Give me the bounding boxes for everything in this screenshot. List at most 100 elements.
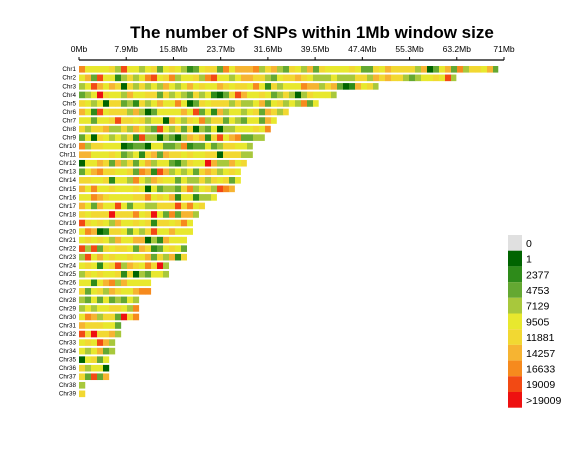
legend-swatch <box>508 297 522 314</box>
snp-window-cell <box>241 66 248 73</box>
snp-window-cell <box>181 219 188 227</box>
snp-window-cell <box>91 228 98 235</box>
snp-window-cell <box>259 91 266 99</box>
snp-window-cell <box>175 83 182 90</box>
snp-window-cell <box>121 194 128 201</box>
snp-window-cell <box>265 74 272 82</box>
snp-window-cell <box>127 74 134 82</box>
snp-window-cell <box>223 168 230 176</box>
snp-window-cell <box>103 151 110 158</box>
snp-window-cell <box>97 296 104 304</box>
snp-window-cell <box>181 134 188 141</box>
snp-window-cell <box>283 66 290 73</box>
x-tick-label: 63.2Mb <box>443 44 472 54</box>
snp-window-cell <box>199 66 206 73</box>
snp-window-cell <box>139 117 146 124</box>
snp-window-cell <box>151 117 158 124</box>
snp-window-cell <box>145 66 152 73</box>
snp-window-cell <box>271 108 278 116</box>
snp-window-cell <box>79 134 86 141</box>
snp-window-cell <box>97 211 104 218</box>
snp-window-cell <box>241 142 248 150</box>
snp-window-cell <box>355 83 362 90</box>
snp-window-cell <box>91 194 98 201</box>
snp-window-cell <box>133 117 140 124</box>
snp-window-cell <box>253 125 260 133</box>
snp-window-cell <box>241 74 248 82</box>
snp-window-cell <box>97 330 104 338</box>
snp-window-cell <box>433 74 440 82</box>
snp-window-cell <box>139 125 146 133</box>
snp-window-cell <box>169 211 176 218</box>
snp-window-cell <box>91 262 98 270</box>
snp-window-cell <box>415 74 422 82</box>
snp-window-cell <box>235 142 242 150</box>
snp-window-cell <box>85 100 92 107</box>
snp-window-cell <box>121 142 128 150</box>
snp-window-cell <box>91 356 98 363</box>
snp-window-cell <box>199 177 206 184</box>
chromosome-rows: Chr1Chr2Chr3Chr4Chr5Chr6Chr7Chr8Chr9Chr1… <box>59 66 499 398</box>
snp-window-cell <box>79 177 86 184</box>
snp-window-cell <box>145 211 152 218</box>
snp-window-cell <box>151 177 158 184</box>
snp-window-cell <box>139 228 146 235</box>
snp-window-cell <box>175 168 182 176</box>
snp-window-cell <box>193 91 200 99</box>
snp-window-cell <box>103 202 110 210</box>
snp-window-cell <box>103 322 110 329</box>
snp-window-cell <box>103 245 110 252</box>
snp-window-cell <box>157 202 164 210</box>
snp-window-cell <box>421 74 428 82</box>
snp-window-cell <box>97 347 104 355</box>
snp-window-cell <box>193 185 200 193</box>
snp-window-cell <box>229 185 235 193</box>
snp-window-cell <box>217 91 224 99</box>
snp-window-cell <box>451 74 457 82</box>
snp-window-cell <box>139 185 146 193</box>
snp-window-cell <box>163 100 170 107</box>
snp-window-cell <box>121 296 128 304</box>
snp-window-cell <box>121 228 128 235</box>
snp-window-cell <box>235 177 241 184</box>
snp-window-cell <box>175 74 182 82</box>
snp-window-cell <box>145 83 152 90</box>
legend-label: >19009 <box>526 395 561 407</box>
snp-window-cell <box>127 117 134 124</box>
snp-window-cell <box>109 305 116 312</box>
snp-window-cell <box>97 100 104 107</box>
snp-window-cell <box>133 211 140 218</box>
snp-window-cell <box>229 91 236 99</box>
snp-window-cell <box>127 288 134 295</box>
snp-window-cell <box>217 159 224 167</box>
snp-window-cell <box>127 202 134 210</box>
snp-window-cell <box>157 245 164 252</box>
snp-window-cell <box>103 262 110 270</box>
chromosome-label: Chr16 <box>59 194 77 201</box>
snp-window-cell <box>205 185 212 193</box>
snp-window-cell <box>103 211 110 218</box>
snp-window-cell <box>109 270 116 278</box>
snp-window-cell <box>325 91 332 99</box>
snp-window-cell <box>259 100 266 107</box>
snp-window-cell <box>409 74 416 82</box>
snp-window-cell <box>163 185 170 193</box>
snp-window-cell <box>85 74 92 82</box>
snp-window-cell <box>193 168 200 176</box>
snp-window-cell <box>229 177 236 184</box>
snp-window-cell <box>235 159 242 167</box>
snp-window-cell <box>181 108 188 116</box>
snp-window-cell <box>109 74 116 82</box>
snp-window-cell <box>253 134 260 141</box>
snp-window-cell <box>139 245 146 252</box>
snp-window-cell <box>151 142 158 150</box>
snp-window-cell <box>271 74 278 82</box>
snp-window-cell <box>271 91 278 99</box>
chromosome-label: Chr23 <box>59 254 77 261</box>
snp-window-cell <box>169 134 176 141</box>
snp-window-cell <box>163 211 170 218</box>
snp-window-cell <box>109 330 116 338</box>
snp-window-cell <box>169 151 176 158</box>
snp-window-cell <box>145 236 152 244</box>
